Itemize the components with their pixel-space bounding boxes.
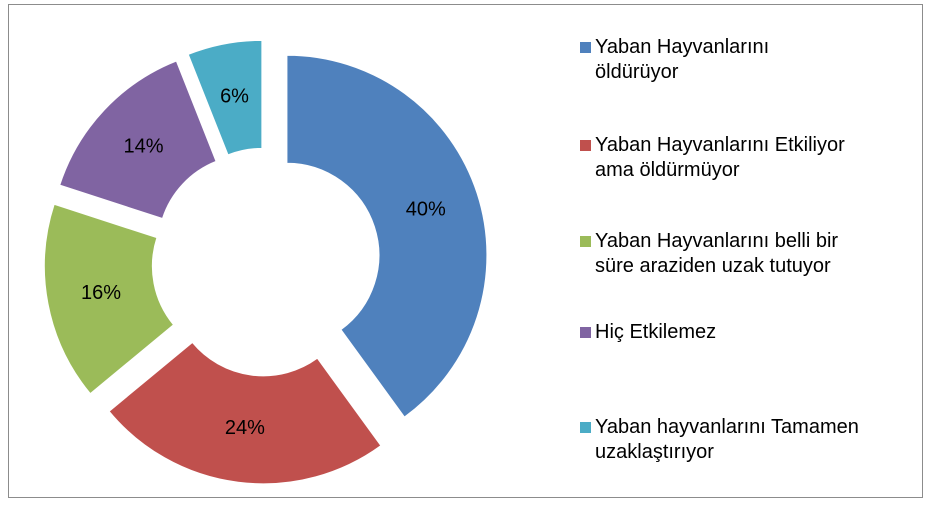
legend-label: Yaban Hayvanlarını Etkiliyor ama öldürmü… [595, 134, 845, 181]
legend-label: Yaban Hayvanlarını belli bir süre arazid… [595, 230, 839, 277]
data-label: 16% [81, 282, 121, 304]
data-label: 40% [406, 198, 446, 220]
legend-swatch [580, 422, 591, 433]
donut-slice [187, 39, 263, 156]
legend-swatch [580, 140, 591, 151]
legend-label: Yaban Hayvanlarını öldürüyor [595, 36, 770, 83]
data-label: 6% [220, 85, 249, 107]
legend-label: Yaban hayvanlarını Tamamen uzaklaştırıyo… [595, 416, 859, 463]
legend-swatch [580, 236, 591, 247]
donut-slice [108, 341, 382, 485]
data-label: 24% [225, 417, 265, 439]
legend-label: Hiç Etkilemez [595, 321, 717, 343]
donut-slice [43, 203, 175, 395]
donut-slice [59, 60, 217, 220]
legend-swatch [580, 42, 591, 53]
legend-swatch [580, 327, 591, 338]
donut-slice [286, 54, 488, 418]
data-label: 14% [124, 135, 164, 157]
